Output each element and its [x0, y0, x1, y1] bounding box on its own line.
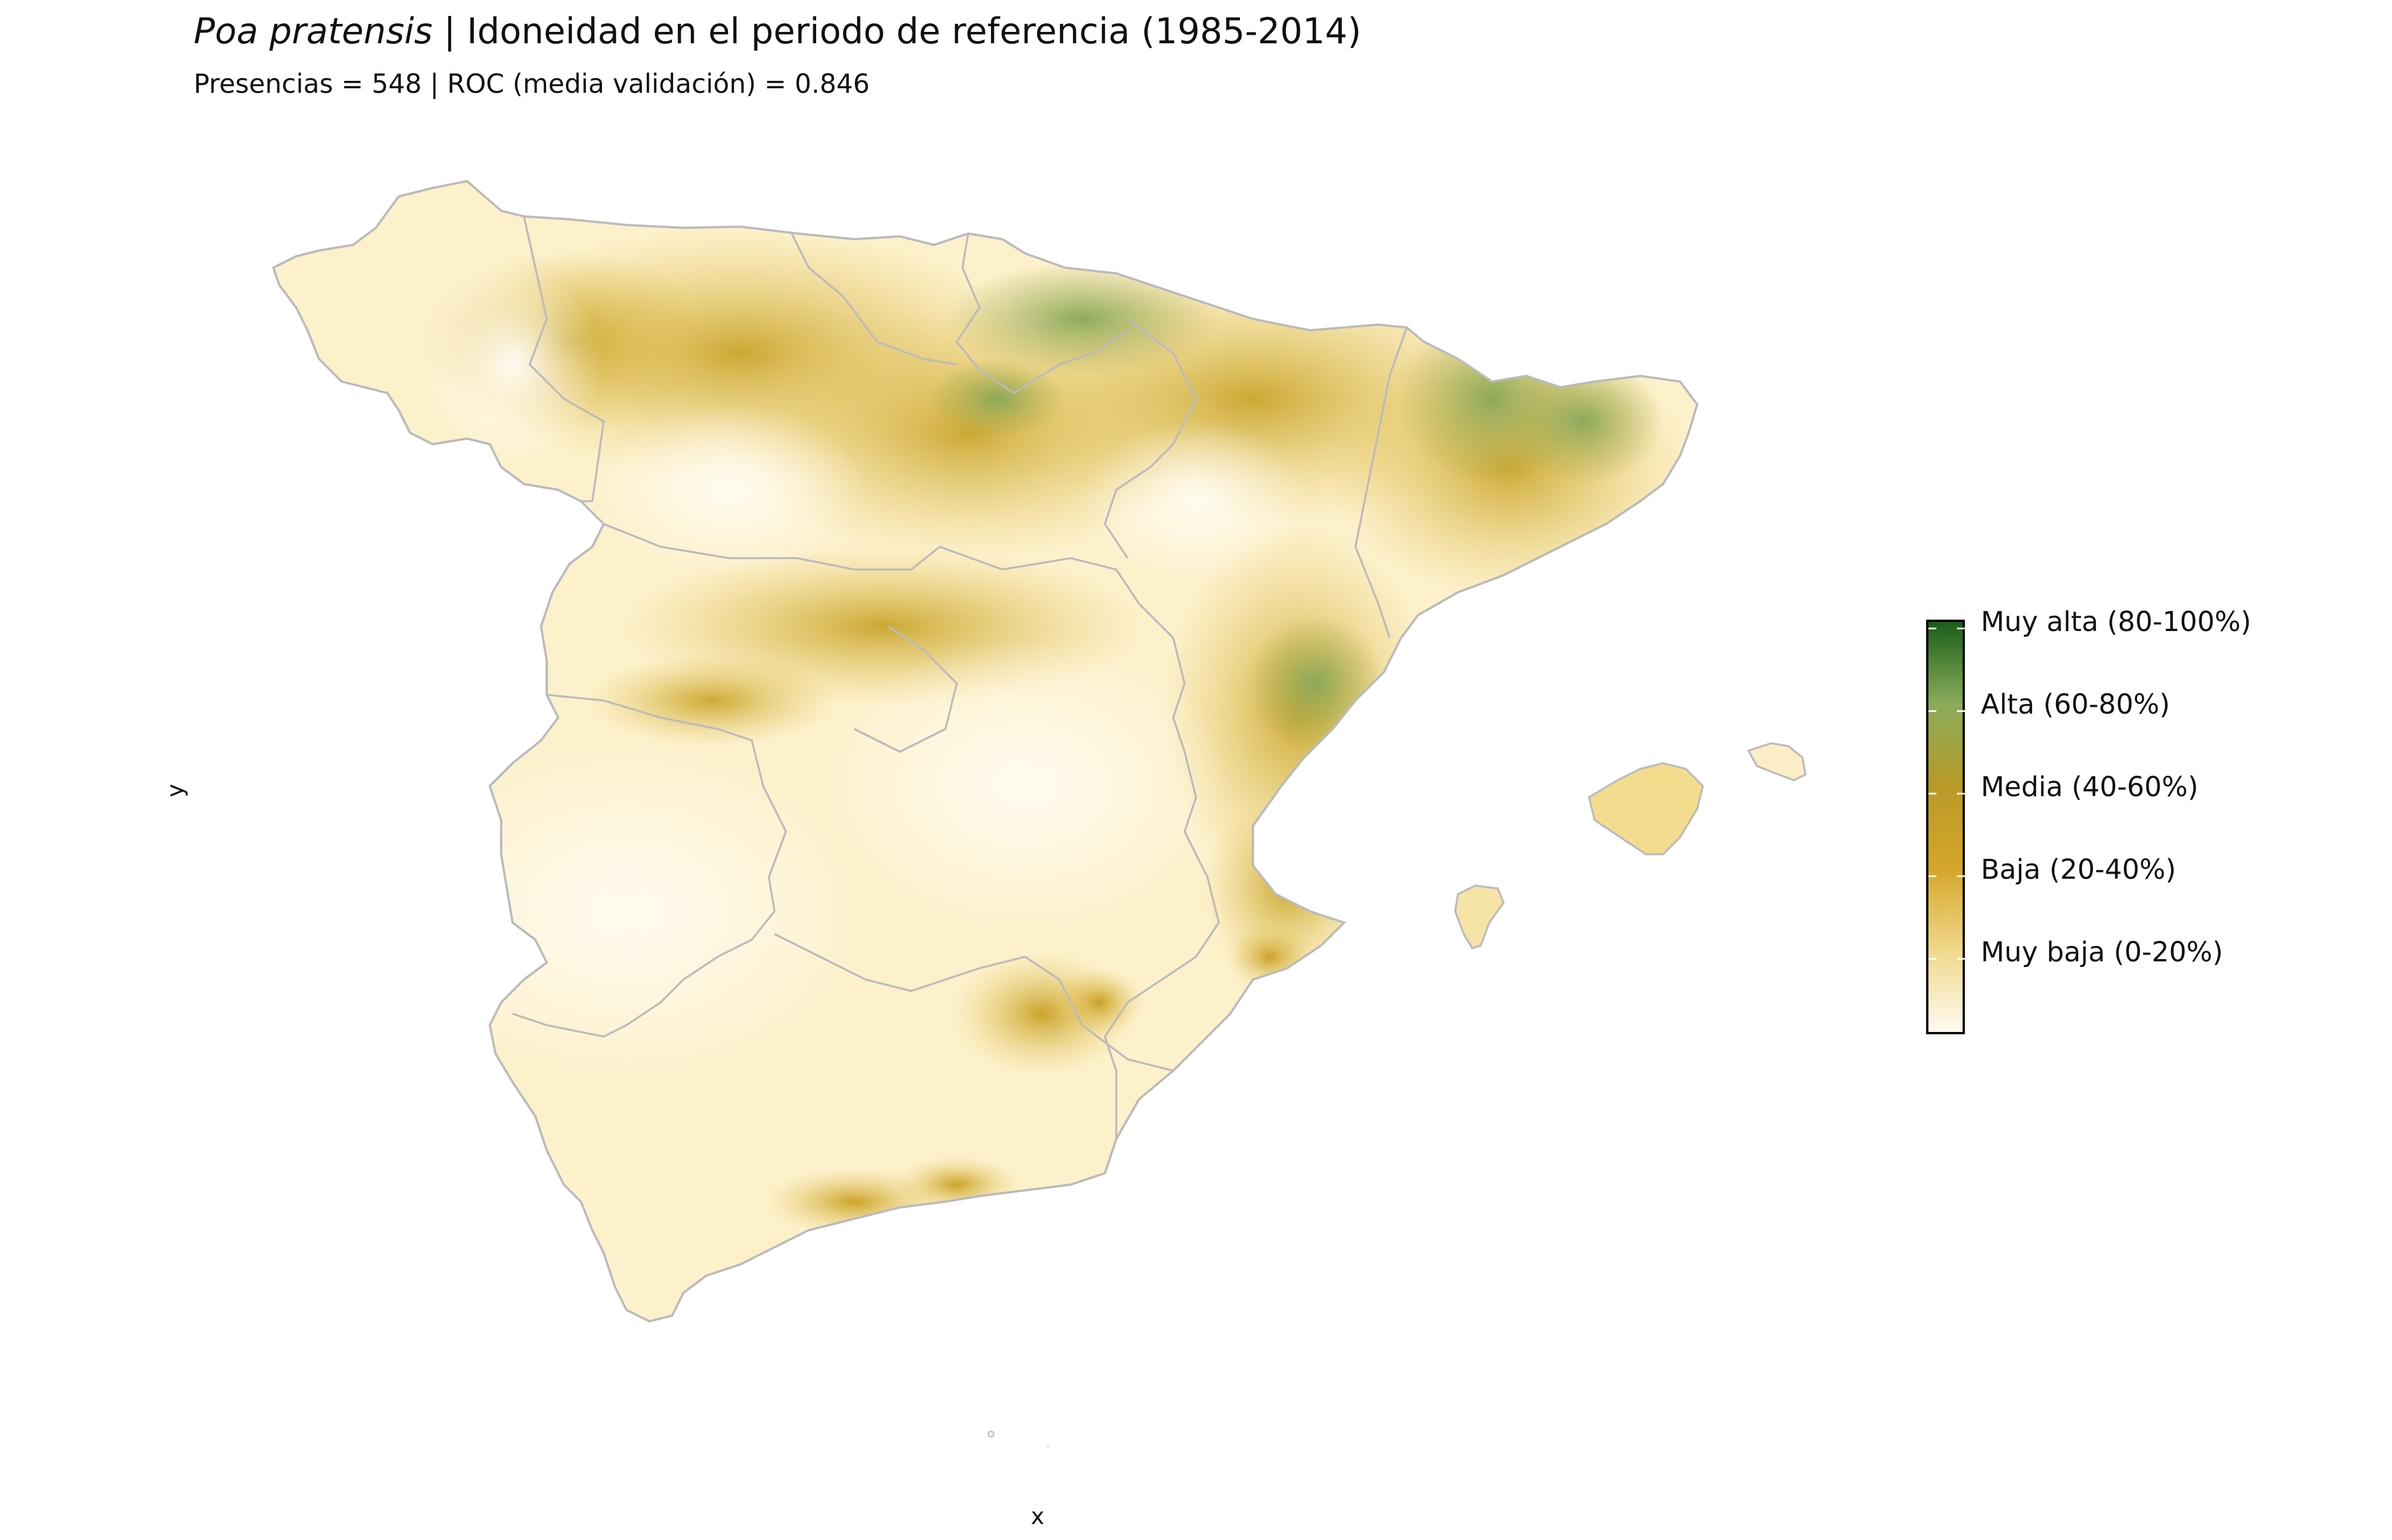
legend-tick — [1928, 958, 1936, 960]
legend-color-bar — [1926, 620, 1965, 1034]
legend-label-muy-alta: Muy alta (80-100%) — [1981, 606, 2251, 638]
legend-label-muy-baja: Muy baja (0-20%) — [1981, 936, 2223, 968]
title-text: Idoneidad en el periodo de referencia (1… — [466, 10, 1362, 52]
title-separator: | — [432, 10, 467, 52]
balearic-islands — [988, 742, 1807, 1448]
legend-tick — [1957, 875, 1965, 877]
y-axis-label: y — [162, 784, 189, 797]
legend-tick — [1928, 628, 1936, 629]
legend-label-media: Media (40-60%) — [1981, 771, 2198, 803]
legend-tick — [1957, 958, 1965, 960]
legend-label-alta: Alta (60-80%) — [1981, 689, 2170, 720]
legend-tick — [1928, 710, 1936, 712]
species-name: Poa pratensis — [194, 10, 433, 52]
map-title: Poa pratensis | Idoneidad en el periodo … — [194, 6, 1361, 57]
legend-tick — [1928, 793, 1936, 794]
map-subtitle: Presencias = 548 | ROC (media validación… — [194, 68, 870, 99]
legend-tick — [1957, 710, 1965, 712]
legend-tick — [1928, 875, 1936, 877]
region-borders — [512, 216, 1408, 1139]
legend-tick — [1957, 628, 1965, 629]
mainland-spain — [272, 180, 1698, 1322]
x-axis-label: x — [1031, 1504, 1045, 1530]
legend-tick — [1957, 793, 1965, 794]
legend-label-baja: Baja (20-40%) — [1981, 854, 2176, 886]
